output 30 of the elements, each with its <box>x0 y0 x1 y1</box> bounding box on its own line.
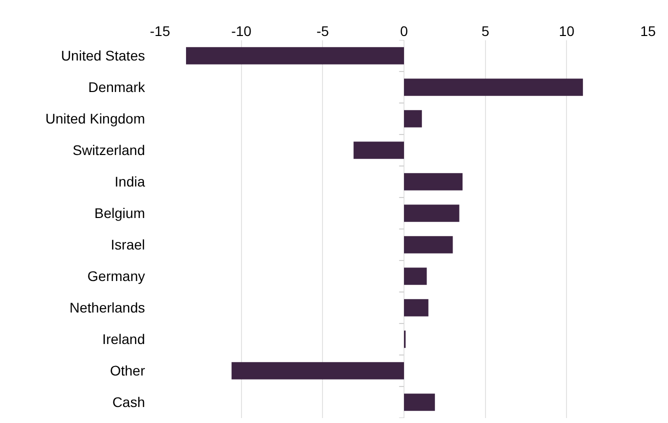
y-tick-label: Ireland <box>102 331 145 348</box>
x-tick-label: 5 <box>481 23 490 40</box>
y-tick-label: Israel <box>110 236 145 253</box>
bar <box>404 236 453 254</box>
y-tick-label: United Kingdom <box>45 110 145 127</box>
y-tick-label: Other <box>110 362 146 379</box>
bar <box>404 299 428 316</box>
bar <box>354 142 404 159</box>
bar <box>404 110 422 128</box>
x-tick-label: 10 <box>558 23 575 40</box>
y-tick-label: Belgium <box>94 205 145 222</box>
x-tick-label: -5 <box>316 23 330 40</box>
x-tick-label: -10 <box>231 23 252 40</box>
bar <box>404 173 463 190</box>
y-tick-label: Netherlands <box>70 300 145 316</box>
bar <box>404 268 427 285</box>
x-tick-label: -15 <box>150 23 170 40</box>
y-tick-label: Denmark <box>88 79 146 96</box>
bar <box>232 362 404 380</box>
y-tick-label: India <box>114 174 146 190</box>
y-tick-label: United States <box>60 48 145 64</box>
bar <box>404 78 583 96</box>
y-tick-label: Germany <box>87 268 145 284</box>
bar <box>404 204 460 222</box>
bar <box>186 47 404 64</box>
y-tick-label: Cash <box>112 394 145 410</box>
y-tick-label: Switzerland <box>72 142 145 158</box>
bar <box>404 394 435 411</box>
x-tick-label: 15 <box>640 23 656 40</box>
x-tick-label: 0 <box>400 23 408 40</box>
